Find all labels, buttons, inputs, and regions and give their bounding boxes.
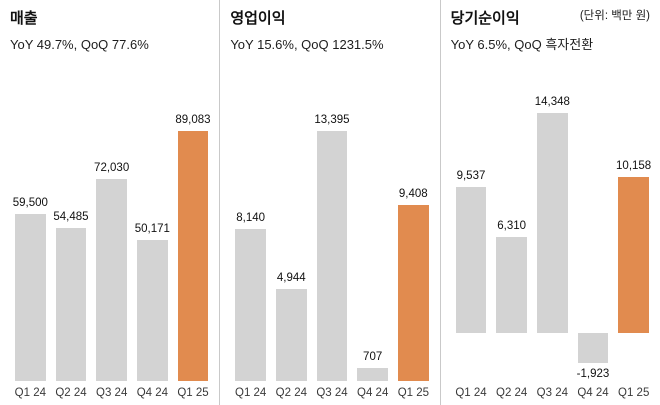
value-label: 4,944 <box>276 271 306 284</box>
panel-title: 영업이익 <box>230 10 286 27</box>
bar-q2-24 <box>496 236 527 334</box>
bar-q3-24 <box>96 178 127 381</box>
x-axis-label: Q1 25 <box>397 387 430 399</box>
bar-plot: 8,140 4,944 13,395 707 9,408 <box>230 55 433 381</box>
bar-q4-24 <box>357 367 388 381</box>
bar-q2-24 <box>276 288 307 381</box>
x-axis-label: Q1 24 <box>235 387 267 399</box>
x-axis: Q1 24 Q2 24 Q3 24 Q4 24 Q1 25 <box>10 381 213 405</box>
panel-subtitle: YoY 49.7%, QoQ 77.6% <box>10 37 149 52</box>
x-axis-label: Q4 24 <box>577 387 609 399</box>
value-label: 10,158 <box>616 160 652 173</box>
x-axis-label: Q1 24 <box>455 387 487 399</box>
value-label: 59,500 <box>12 197 48 210</box>
x-axis-label: Q3 24 <box>316 387 348 399</box>
bar-plot: 9,537 6,310 14,348 -1,923 10,158 <box>451 55 654 381</box>
bar-q4-24 <box>577 333 609 363</box>
bar-q4-24 <box>137 240 168 381</box>
x-axis-label: Q1 24 <box>14 387 46 399</box>
bar-q1-24 <box>455 186 487 334</box>
unit-label: (단위: 백만 원) <box>579 10 650 22</box>
value-label: 8,140 <box>236 212 266 225</box>
value-label: 6,310 <box>497 219 527 232</box>
value-label: 13,395 <box>314 114 350 126</box>
x-axis-label: Q4 24 <box>136 387 169 399</box>
x-axis-label: Q1 25 <box>177 387 209 399</box>
bar-q1-25 <box>177 131 209 381</box>
value-label: 89,083 <box>175 114 211 126</box>
panel-title: 매출 <box>10 10 38 27</box>
bar-q3-24 <box>316 131 348 381</box>
value-label: 707 <box>363 350 383 363</box>
value-label: 14,348 <box>534 96 570 108</box>
value-label: 54,485 <box>53 211 89 224</box>
value-label: 72,030 <box>94 161 130 174</box>
value-label: 50,171 <box>134 223 170 236</box>
panel-subtitle: YoY 6.5%, QoQ 흑자전환 <box>450 37 594 52</box>
x-axis-label: Q3 24 <box>536 387 568 399</box>
x-axis-label: Q2 24 <box>496 387 528 399</box>
x-axis: Q1 24 Q2 24 Q3 24 Q4 24 Q1 25 <box>230 381 433 405</box>
x-axis-label: Q4 24 <box>357 387 389 399</box>
panel-title: 당기순이익 <box>450 10 520 27</box>
value-label: 9,537 <box>456 169 486 182</box>
x-axis-label: Q3 24 <box>96 387 128 399</box>
panel-net-income: 당기순이익 YoY 6.5%, QoQ 흑자전환 9,537 6,310 14,34… <box>439 0 660 405</box>
bar-q2-24 <box>55 228 87 381</box>
x-axis-label: Q1 25 <box>618 387 650 399</box>
x-axis-label: Q2 24 <box>55 387 87 399</box>
x-axis: Q1 24 Q2 24 Q3 24 Q4 24 Q1 25 <box>451 381 654 405</box>
bar-q1-24 <box>235 229 266 381</box>
bar-q3-24 <box>537 113 568 334</box>
value-label: -1,923 <box>576 368 610 380</box>
panel-subtitle: YoY 15.6%, QoQ 1231.5% <box>230 37 384 52</box>
bar-q1-24 <box>15 214 46 381</box>
panel-revenue: 매출 YoY 49.7%, QoQ 77.6% 59,500 54,485 72,0… <box>0 0 219 405</box>
bar-plot: 59,500 54,485 72,030 50,171 89,083 <box>10 55 213 381</box>
x-axis-label: Q2 24 <box>275 387 307 399</box>
bar-q1-25 <box>398 205 429 381</box>
value-label: 9,408 <box>398 188 428 201</box>
panel-operating-profit: 영업이익 YoY 15.6%, QoQ 1231.5% 8,140 4,944 13… <box>219 0 439 405</box>
bar-q1-25 <box>618 177 649 334</box>
